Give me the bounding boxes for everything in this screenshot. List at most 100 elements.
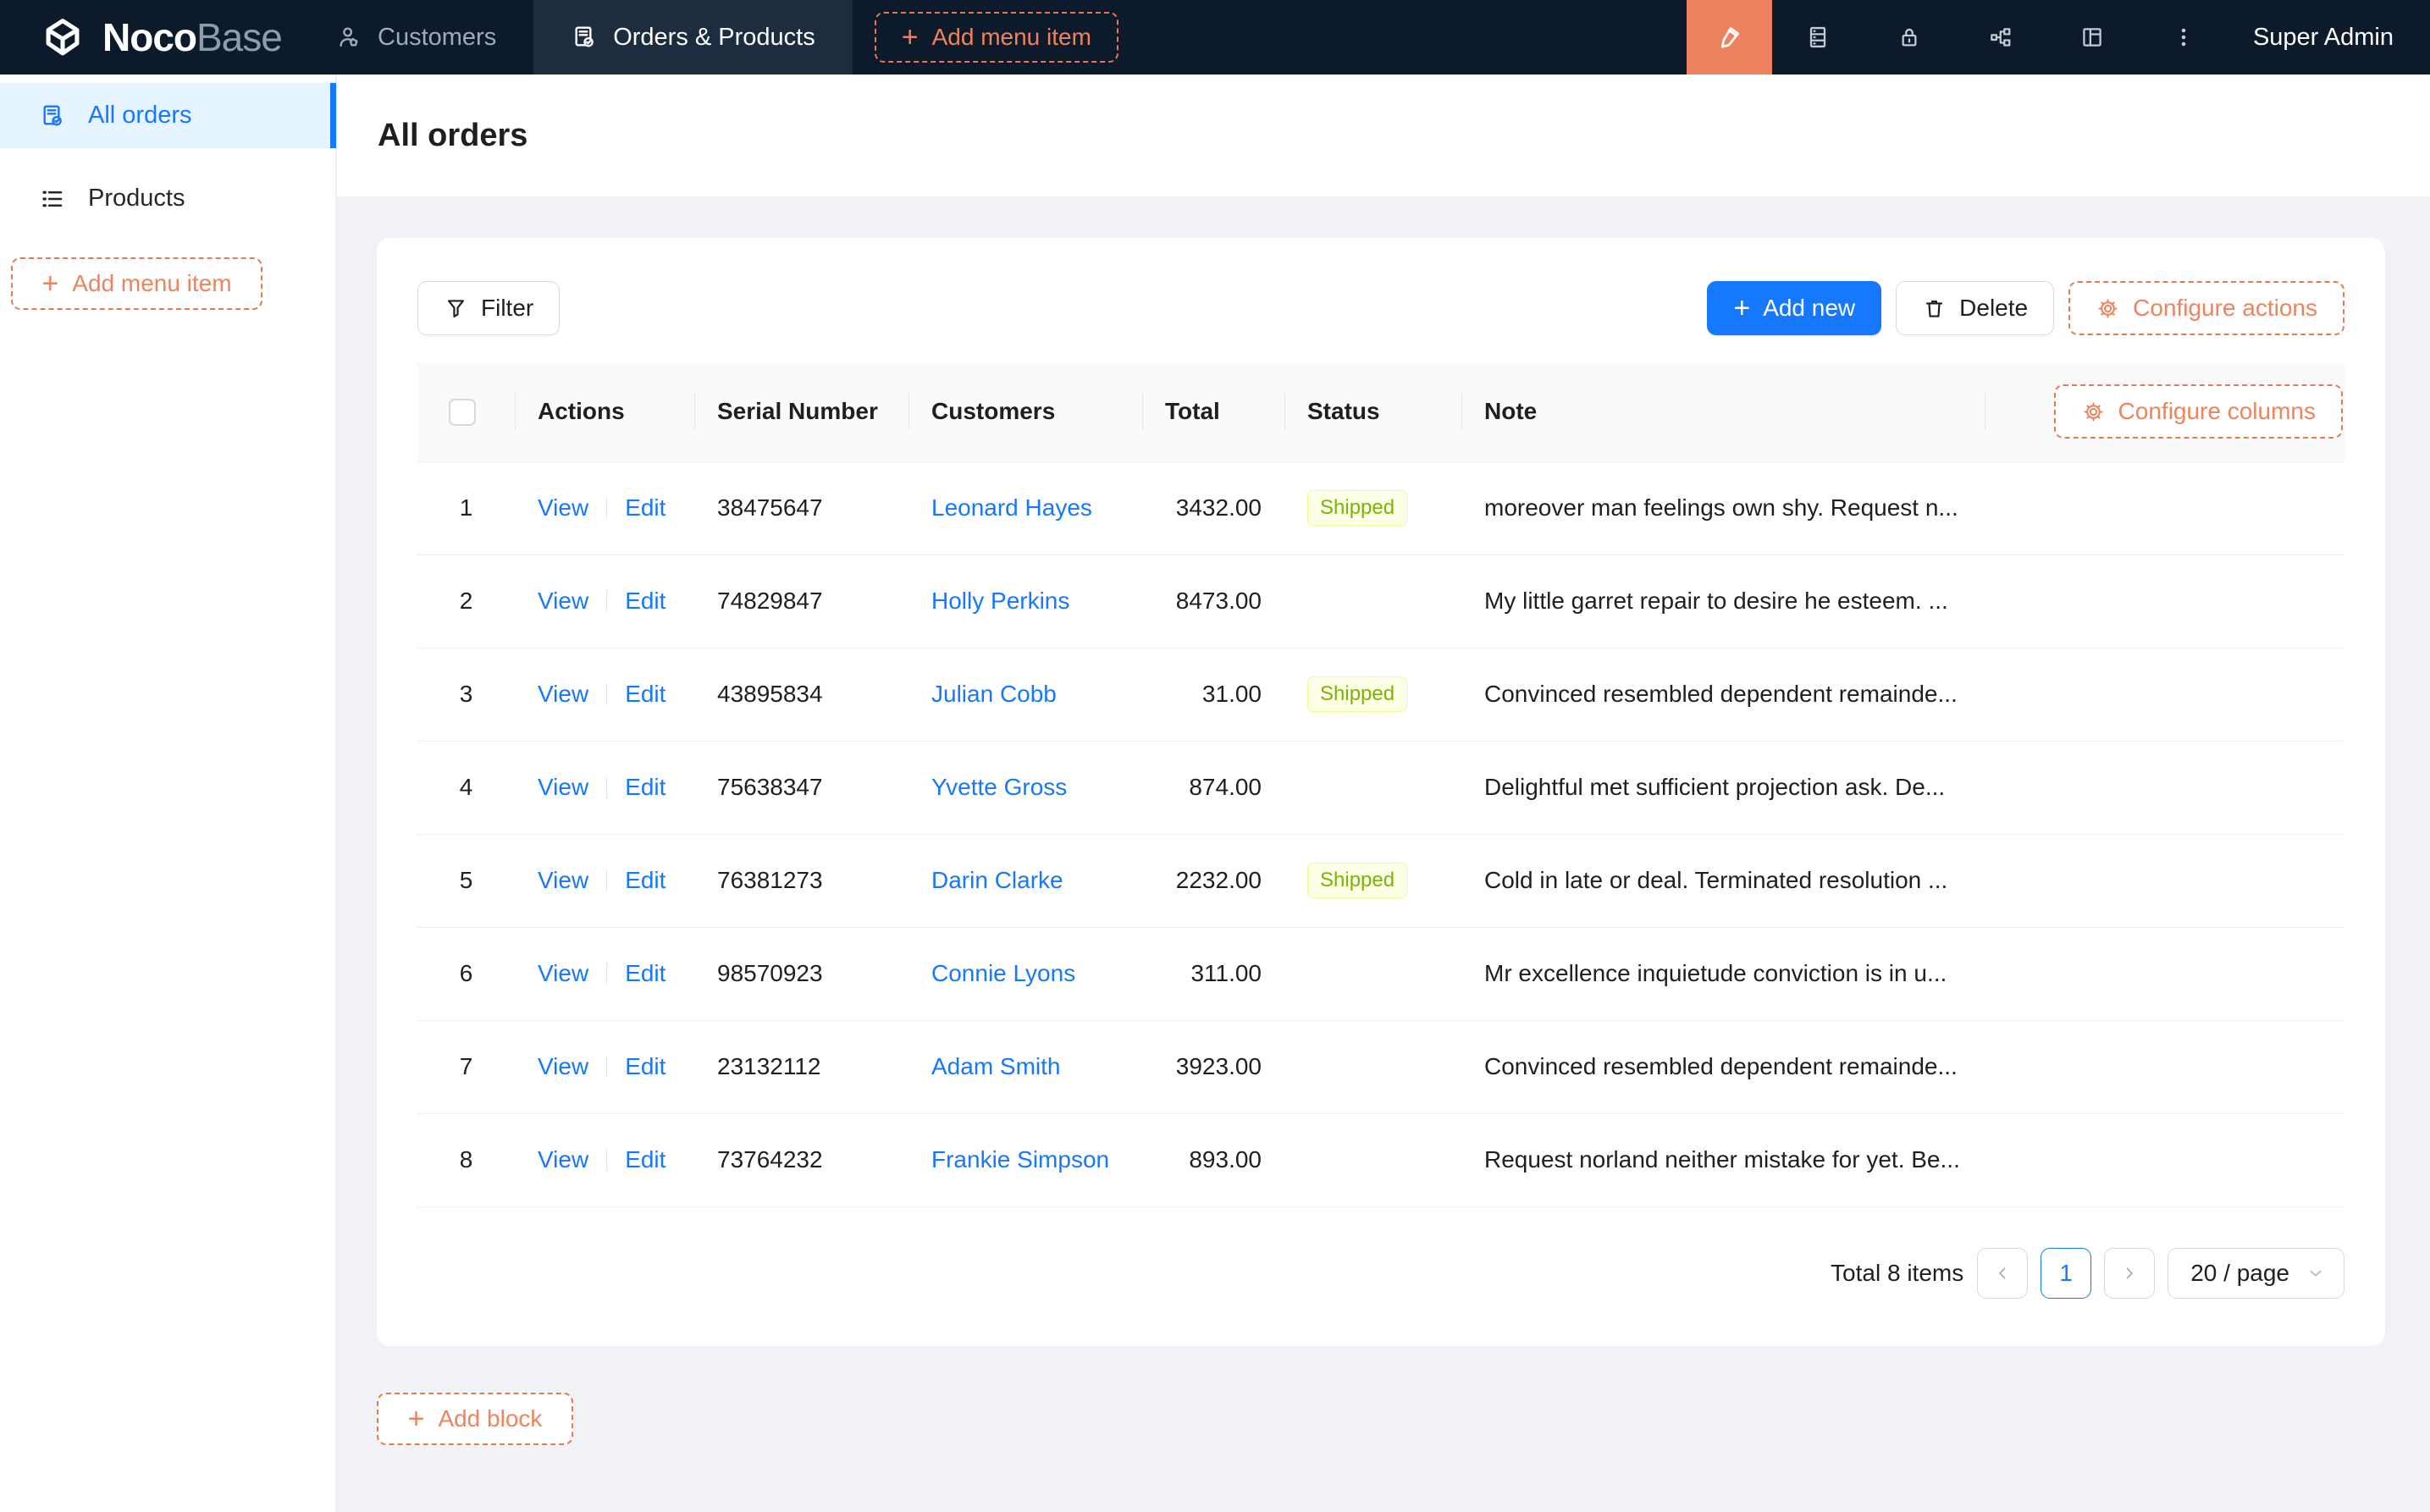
note-cell: Request norland neither mistake for yet.… — [1461, 1113, 1985, 1206]
configure-actions-button[interactable]: Configure actions — [2068, 281, 2344, 335]
total-cell: 31.00 — [1142, 648, 1284, 741]
sidebar-add-menu-item-button[interactable]: + Add menu item — [11, 257, 262, 310]
row-index[interactable]: 6 — [417, 927, 515, 1020]
workflow-button[interactable] — [1955, 0, 2046, 74]
action-divider — [606, 869, 607, 891]
note-cell: My little garret repair to desire he est… — [1461, 555, 1985, 648]
user-menu[interactable]: Super Admin — [2229, 24, 2430, 52]
chevron-down-icon — [2306, 1264, 2325, 1283]
header-menu: Customers Orders & Products + Add menu i… — [298, 0, 1118, 74]
filter-button-label: Filter — [481, 295, 533, 322]
note-cell: Mr excellence inquietude conviction is i… — [1461, 927, 1985, 1020]
customer-link[interactable]: Julian Cobb — [931, 681, 1057, 707]
filter-button[interactable]: Filter — [417, 281, 560, 335]
pagination: Total 8 items 1 20 / page — [417, 1248, 2344, 1299]
edit-link[interactable]: Edit — [625, 681, 665, 707]
table-row: 2 View Edit 74829847 Holly Perkins 8473.0… — [417, 555, 2344, 648]
row-index[interactable]: 4 — [417, 741, 515, 834]
status-badge: Shipped — [1307, 490, 1407, 526]
customer-link[interactable]: Darin Clarke — [931, 867, 1063, 893]
row-index[interactable]: 3 — [417, 648, 515, 741]
total-cell: 874.00 — [1142, 741, 1284, 834]
row-index[interactable]: 2 — [417, 555, 515, 648]
edit-link[interactable]: Edit — [625, 588, 665, 614]
delete-button[interactable]: Delete — [1896, 281, 2054, 335]
serial-number-cell: 76381273 — [694, 834, 908, 927]
nocobase-logo[interactable]: NocoBase — [0, 0, 298, 74]
database-button[interactable] — [1772, 0, 1864, 74]
database-icon — [1804, 24, 1831, 51]
customer-link[interactable]: Yvette Gross — [931, 774, 1067, 800]
top-bar: NocoBase Customers Orders & Products + A… — [0, 0, 2430, 74]
row-index[interactable]: 7 — [417, 1020, 515, 1113]
row-index[interactable]: 5 — [417, 834, 515, 927]
page-header: All orders — [337, 74, 2430, 196]
pagination-next-button[interactable] — [2104, 1248, 2155, 1299]
edit-link[interactable]: Edit — [625, 960, 665, 986]
plus-icon: + — [902, 23, 919, 52]
pagination-prev-button[interactable] — [1977, 1248, 2028, 1299]
edit-link[interactable]: Edit — [625, 1053, 665, 1079]
add-new-button[interactable]: + Add new — [1707, 281, 1881, 335]
view-link[interactable]: View — [538, 681, 588, 707]
view-link[interactable]: View — [538, 1053, 588, 1079]
page-size-select[interactable]: 20 / page — [2168, 1248, 2344, 1299]
total-cell: 311.00 — [1142, 927, 1284, 1020]
configure-columns-label: Configure columns — [2118, 398, 2316, 425]
table-toolbar: Filter + Add new Delete — [417, 281, 2344, 335]
layout-button[interactable] — [2046, 0, 2138, 74]
edit-link[interactable]: Edit — [625, 774, 665, 800]
pagination-page-1[interactable]: 1 — [2041, 1248, 2091, 1299]
app-root: NocoBase Customers Orders & Products + A… — [0, 0, 2430, 1512]
table-header-row: Actions Serial Number Customers Total St… — [417, 362, 2344, 461]
sidebar-item-products[interactable]: Products — [0, 166, 335, 231]
view-link[interactable]: View — [538, 774, 588, 800]
view-link[interactable]: View — [538, 867, 588, 893]
action-divider — [606, 1149, 607, 1171]
customer-link[interactable]: Connie Lyons — [931, 960, 1075, 986]
action-divider — [606, 683, 607, 705]
tab-customers[interactable]: Customers — [298, 0, 533, 74]
ui-editor-icon — [1715, 23, 1743, 52]
serial-number-cell: 73764232 — [694, 1113, 908, 1206]
row-index[interactable]: 8 — [417, 1113, 515, 1206]
logo-text-base: Base — [196, 15, 282, 59]
row-index[interactable]: 1 — [417, 461, 515, 555]
tab-orders-products[interactable]: Orders & Products — [533, 0, 853, 74]
trash-icon — [1922, 296, 1947, 321]
edit-link[interactable]: Edit — [625, 494, 665, 521]
view-link[interactable]: View — [538, 960, 588, 986]
column-header-serial-number: Serial Number — [694, 362, 908, 461]
orders-icon — [571, 24, 598, 51]
chevron-right-icon — [2120, 1264, 2139, 1283]
total-cell: 8473.00 — [1142, 555, 1284, 648]
edit-link[interactable]: Edit — [625, 867, 665, 893]
customer-link[interactable]: Adam Smith — [931, 1053, 1061, 1079]
view-link[interactable]: View — [538, 1146, 588, 1173]
page-size-value: 20 / page — [2190, 1260, 2289, 1287]
configure-columns-button[interactable]: Configure columns — [2054, 384, 2343, 439]
table-body: 1 ViewEdit 38475647 Leonard Hayes 3432.0… — [417, 461, 2344, 1206]
ui-editor-button[interactable] — [1687, 0, 1772, 74]
select-all-checkbox[interactable] — [449, 399, 476, 426]
add-new-button-label: Add new — [1763, 295, 1855, 322]
table-row: 1 ViewEdit 38475647 Leonard Hayes 3432.0… — [417, 461, 2344, 555]
sidebar-item-all-orders[interactable]: All orders — [0, 83, 335, 148]
edit-link[interactable]: Edit — [625, 1146, 665, 1173]
header-add-menu-item-label: Add menu item — [932, 24, 1091, 51]
customer-link[interactable]: Holly Perkins — [931, 588, 1069, 614]
gear-icon — [2081, 400, 2106, 424]
more-button[interactable] — [2138, 0, 2229, 74]
main-area: All orders Filter + Add new — [337, 74, 2430, 1445]
table-row: 6 ViewEdit 98570923 Connie Lyons 311.00 … — [417, 927, 2344, 1020]
lock-button[interactable] — [1864, 0, 1955, 74]
customer-link[interactable]: Leonard Hayes — [931, 494, 1092, 521]
view-link[interactable]: View — [538, 494, 588, 521]
column-header-actions: Actions — [515, 362, 694, 461]
customer-link[interactable]: Frankie Simpson — [931, 1146, 1109, 1173]
view-link[interactable]: View — [538, 588, 588, 614]
header-add-menu-item-button[interactable]: + Add menu item — [875, 12, 1118, 63]
serial-number-cell: 74829847 — [694, 555, 908, 648]
header-actions: Super Admin — [1687, 0, 2430, 74]
add-block-button[interactable]: + Add block — [377, 1393, 573, 1445]
